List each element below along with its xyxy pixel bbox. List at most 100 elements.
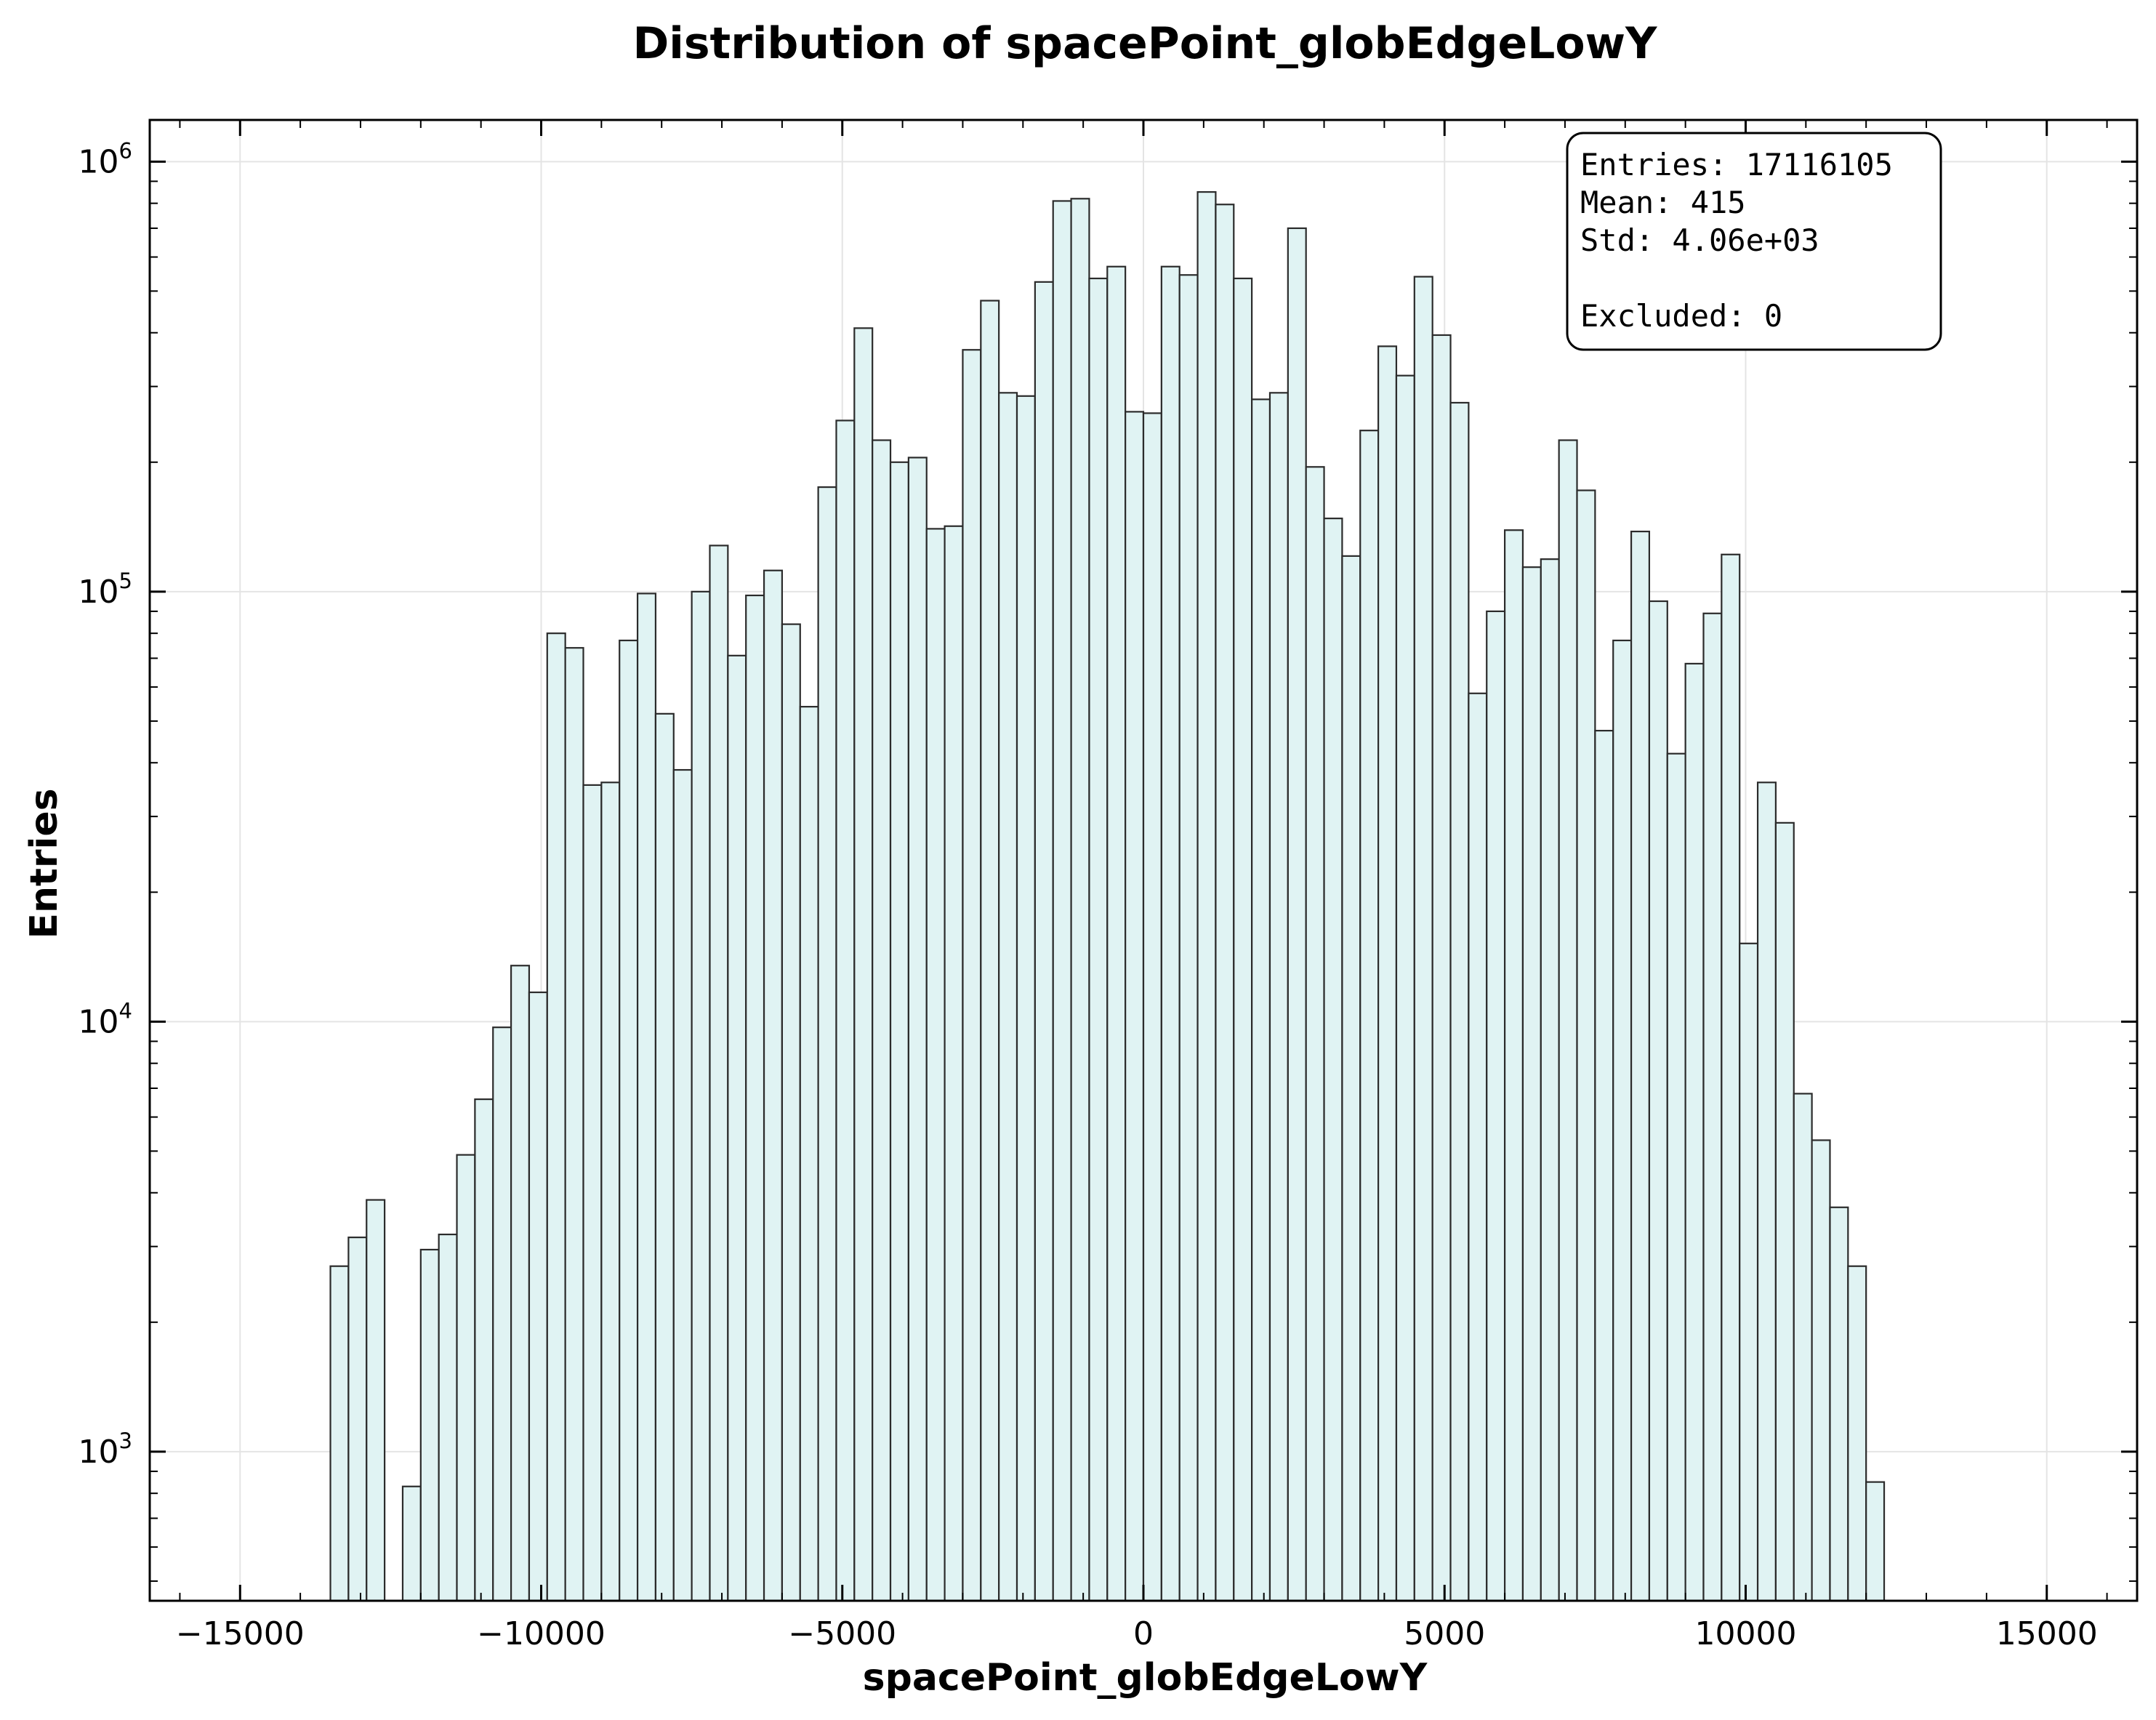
- stats-line: Entries: 17116105: [1580, 147, 1893, 182]
- histogram-bar: [853, 327, 874, 1602]
- histogram-bar: [1088, 277, 1109, 1602]
- histogram-bar: [709, 544, 729, 1602]
- histogram-bar: [799, 706, 819, 1602]
- stats-line: Mean: 415: [1580, 185, 1746, 220]
- histogram-bar: [1666, 752, 1686, 1602]
- histogram-bar: [1305, 466, 1325, 1602]
- histogram-bar: [1648, 600, 1668, 1602]
- histogram-bar: [1594, 729, 1614, 1602]
- y-tick-label: 103: [79, 1428, 132, 1471]
- histogram-bar: [1612, 639, 1633, 1602]
- histogram-bar: [1503, 529, 1524, 1602]
- histogram-bar: [528, 991, 548, 1602]
- histogram-bars: [329, 190, 1886, 1602]
- histogram-bar: [672, 768, 693, 1602]
- y-tick-label: 104: [79, 998, 132, 1040]
- histogram-bar: [1359, 430, 1380, 1602]
- stats-line: Std: 4.06e+03: [1580, 222, 1819, 258]
- histogram-bar: [1793, 1093, 1813, 1602]
- histogram-bar: [745, 594, 765, 1602]
- histogram-bar: [492, 1026, 512, 1602]
- histogram-bar: [456, 1154, 476, 1602]
- histogram-bar: [1739, 942, 1759, 1602]
- histogram-bar: [1431, 334, 1452, 1602]
- histogram-bar: [1323, 518, 1343, 1602]
- histogram-bar: [781, 623, 801, 1602]
- x-tick-label: 10000: [1694, 1615, 1796, 1652]
- histogram-bar: [1070, 198, 1090, 1602]
- histogram-bar: [546, 632, 566, 1602]
- histogram-bar: [1413, 276, 1433, 1602]
- histogram-bar: [401, 1485, 422, 1602]
- x-tick-label: 5000: [1404, 1615, 1485, 1652]
- histogram-bar: [1142, 412, 1162, 1602]
- x-tick-label: −5000: [788, 1615, 896, 1652]
- histogram-bar: [1196, 190, 1217, 1602]
- histogram-bar: [1576, 489, 1596, 1602]
- histogram-bar: [366, 1199, 386, 1602]
- x-tick-label: 0: [1133, 1615, 1154, 1652]
- histogram-bar: [1558, 439, 1578, 1602]
- x-axis-label: spacePoint_globEdgeLowY: [863, 1656, 1428, 1700]
- histogram-bar: [1341, 555, 1361, 1602]
- axis-ticks: −15000 −10000 −5000 0 5000 10000 15000 103 104 10…: [79, 120, 2137, 1652]
- histogram-bar: [1486, 610, 1506, 1602]
- histogram-bar: [1684, 662, 1705, 1602]
- histogram-bar: [347, 1237, 368, 1602]
- histogram-bar: [329, 1265, 350, 1602]
- histogram-bar: [872, 439, 892, 1602]
- y-tick-label: 106: [79, 138, 132, 180]
- histogram-bar: [1160, 265, 1180, 1602]
- histogram-bar: [1829, 1206, 1849, 1602]
- histogram-bar: [727, 654, 747, 1602]
- histogram-bar: [1287, 227, 1307, 1602]
- histogram-bar: [1233, 277, 1253, 1602]
- chart-title: Distribution of spacePoint_globEdgeLowY: [632, 18, 1658, 69]
- stats-box-frame: [1566, 132, 1942, 351]
- histogram-bar: [1521, 566, 1542, 1602]
- histogram-bar: [1395, 374, 1415, 1602]
- histogram-bar: [510, 965, 531, 1602]
- histogram-bar: [1774, 821, 1795, 1602]
- histogram-bar: [1847, 1265, 1867, 1602]
- histogram-bar: [1721, 553, 1741, 1602]
- histogram-bar: [1268, 392, 1289, 1602]
- x-tick-label: 15000: [1996, 1615, 2098, 1652]
- histogram-bar: [1449, 401, 1470, 1602]
- histogram-bar: [763, 569, 784, 1602]
- histogram-bar: [1630, 530, 1651, 1602]
- histogram-bar: [1468, 692, 1488, 1602]
- histogram-bar: [1251, 398, 1271, 1602]
- histogram-bar: [1702, 612, 1723, 1602]
- histogram-bar: [438, 1233, 458, 1602]
- histogram-bar: [619, 639, 639, 1602]
- stats-line: Excluded: 0: [1580, 298, 1782, 334]
- histogram-bar: [998, 392, 1018, 1602]
- histogram-bar: [636, 592, 657, 1602]
- histogram-bar: [944, 525, 964, 1602]
- histogram-bar: [1125, 411, 1145, 1602]
- histogram-bar: [1178, 274, 1199, 1602]
- histogram-bar: [835, 419, 856, 1602]
- y-axis-label: Entries: [23, 788, 66, 939]
- histogram-bar: [1052, 200, 1072, 1602]
- histogram-bar: [1015, 395, 1036, 1602]
- histogram-bar: [1215, 204, 1235, 1602]
- histogram-bar: [980, 300, 1000, 1602]
- histogram-bar: [1865, 1481, 1886, 1602]
- histogram-bar: [962, 349, 982, 1602]
- histogram-bar: [889, 461, 909, 1602]
- histogram-bar: [564, 647, 584, 1602]
- histogram-bar: [1034, 281, 1054, 1602]
- histogram-bar: [474, 1098, 494, 1602]
- histogram-bar: [907, 457, 928, 1602]
- histogram-bar: [1540, 558, 1560, 1602]
- histogram-bar: [1756, 781, 1777, 1602]
- x-tick-label: −15000: [176, 1615, 305, 1652]
- y-tick-label: 105: [79, 568, 132, 611]
- histogram-bar: [817, 486, 837, 1602]
- histogram-bar: [654, 712, 675, 1602]
- histogram-bar: [1106, 265, 1127, 1602]
